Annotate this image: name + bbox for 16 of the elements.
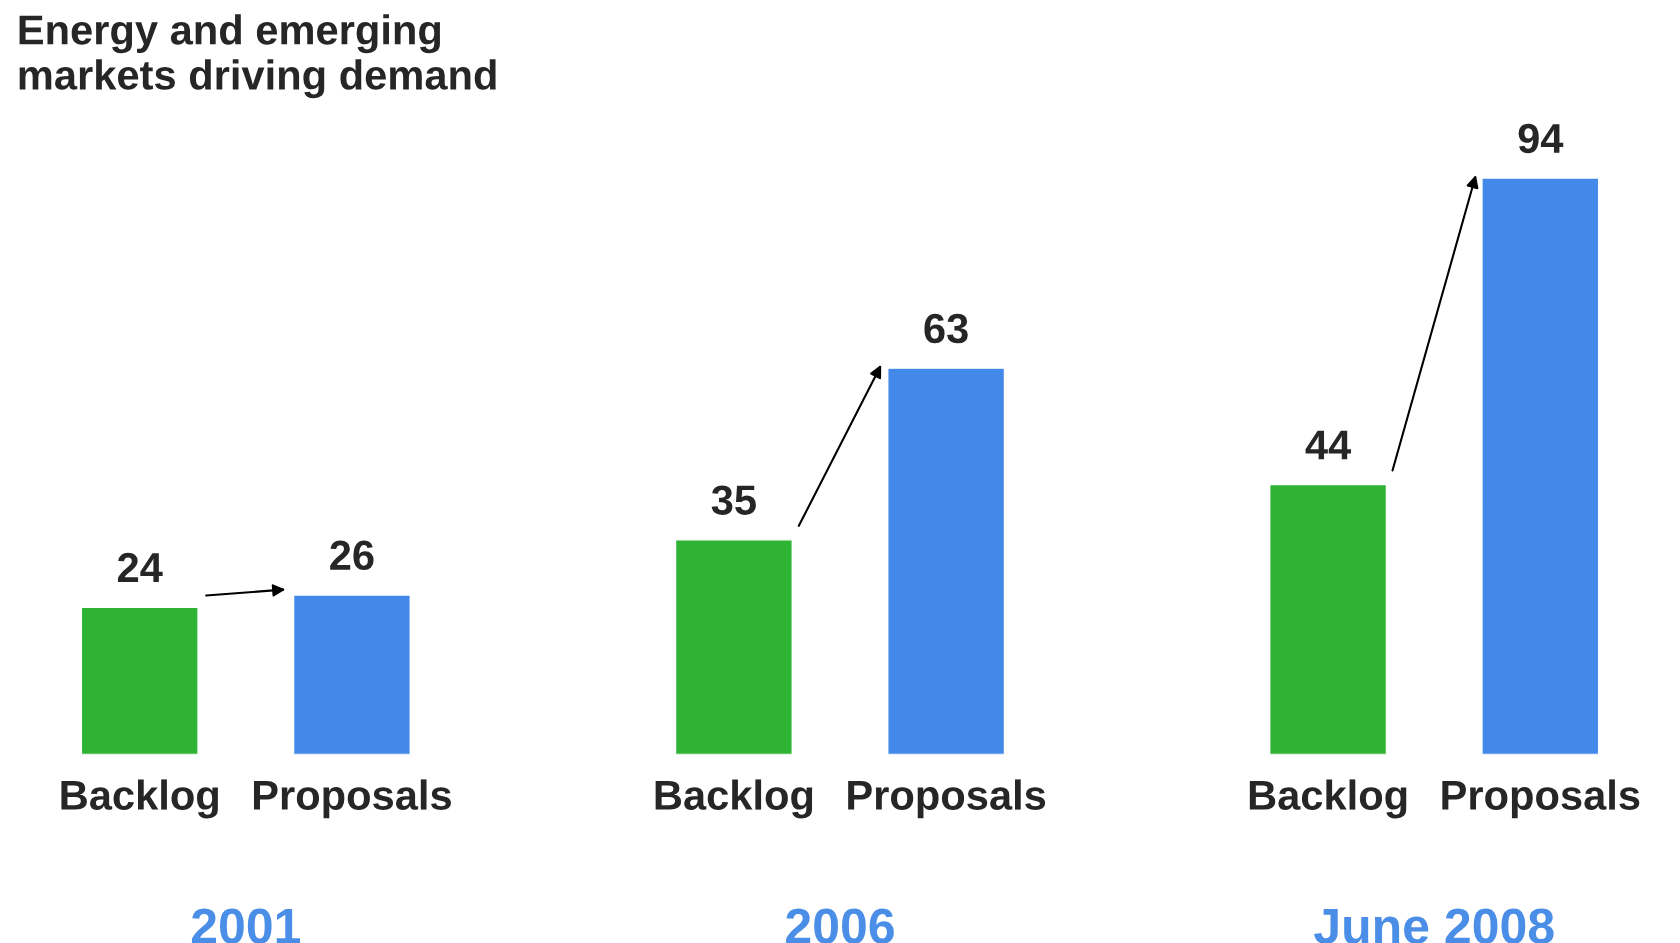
x-tick-label: Backlog — [61, 779, 218, 819]
text: 2006 — [786, 908, 894, 943]
data-label: 35 — [711, 485, 756, 515]
x-tick-label: Proposals — [1442, 779, 1640, 819]
data-label: 63 — [924, 313, 968, 344]
text: June 2008 — [1314, 908, 1554, 943]
data-label: 94 — [1518, 123, 1564, 154]
data-label: 24 — [117, 552, 163, 582]
x-tick-label: Backlog — [655, 779, 813, 819]
x-tick-label: Backlog — [1249, 779, 1407, 819]
data-label: 26 — [330, 540, 374, 571]
x-tick-label: Proposals — [848, 779, 1046, 819]
chart-title: Energy and emerging markets driving demand — [19, 14, 496, 99]
x-tick-label: Proposals — [253, 779, 451, 819]
data-label: 44 — [1305, 430, 1352, 460]
text: 2001 — [191, 908, 301, 943]
